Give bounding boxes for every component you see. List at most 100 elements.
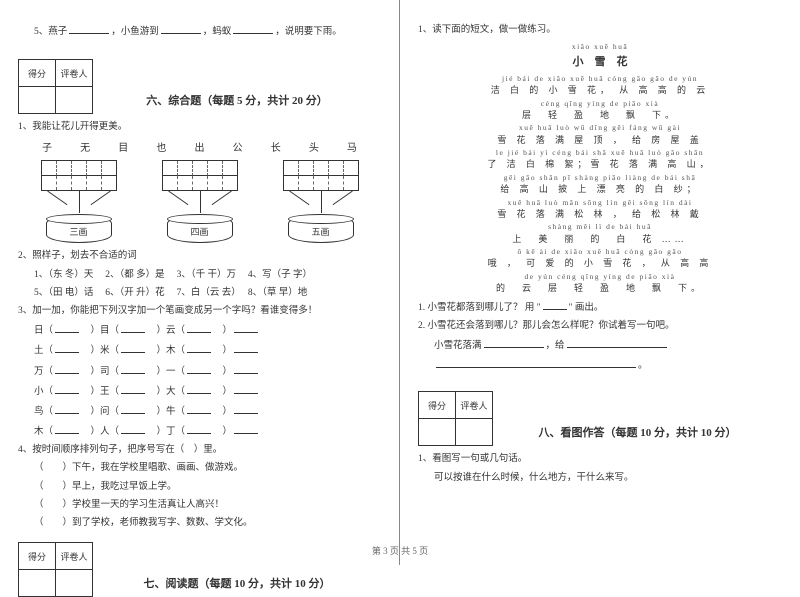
cylinder-4: 四画 (167, 215, 233, 243)
poem-q2: 2. 小雪花还会落到哪儿？那儿会怎么样呢？你试着写一句吧。 (418, 319, 782, 334)
poem-title: 小 雪 花 (418, 54, 782, 71)
opt: 1、（东 冬）天 (34, 270, 93, 280)
pq1-text: 1. 小雪花都落到哪儿了？ 用 " (418, 303, 541, 313)
exam-page: 5、燕子，小鱼游到，蚂蚁，说明要下雨。 得分 评卷人 六、综合题（每题 5 分，… (0, 0, 800, 565)
poem: xiǎo xuě huā 小 雪 花 jié bái de xiǎo xuě h… (418, 41, 782, 296)
score-label: 得分 (418, 391, 456, 419)
opt: 3、（千 干）万 (177, 270, 236, 280)
poem-pinyin: céng qīng yíng de piāo xià (418, 98, 782, 109)
shape-group-5: 五画 (271, 160, 371, 243)
s6-q4-list: （ ）下午，我在学校里唱歌、画画、做游戏。 （ ）早上，我吃过早饭上学。 （ ）… (18, 461, 381, 531)
char-row: 子 无 目 也 出 公 长 头 马 (18, 139, 381, 154)
s6-q4-text: 4、按时间顺序排列句子，把序号写在（ ）里。 (18, 443, 381, 458)
score-table-8: 得分 评卷人 (418, 391, 782, 419)
q3-row: 万（ ）司（ ）一（ ） (34, 363, 381, 380)
blank (567, 337, 667, 348)
score-cells-7: 七、阅读题（每题 10 分，共计 10 分） (18, 569, 381, 597)
poem-pinyin: xuě huā luò mǎn sōng lín gěi sōng lín dà… (418, 197, 782, 208)
char: 出 (194, 139, 204, 154)
pq2-mid: ，给 (546, 341, 565, 351)
blank (234, 342, 258, 353)
cylinder-3: 三画 (46, 215, 112, 243)
score-table: 得分 评卷人 (18, 59, 381, 87)
char: 长 (271, 139, 281, 154)
poem-hanzi: 了 洁 白 棉 絮；雪 花 落 满 高 山， (418, 158, 782, 172)
blank (121, 322, 145, 333)
reviewer-cell (56, 569, 93, 597)
list-item: （ ）下午，我在学校里唱歌、画画、做游戏。 (34, 461, 381, 476)
poem-hanzi: 哦 ， 可 爱 的 小 雪 花 ， 从 高 高 (418, 257, 782, 271)
s8-q1-text: 1、看图写一句或几句话。 (418, 452, 782, 467)
poem-hanzi: 的 云 层 轻 盈 地 飘 下。 (418, 282, 782, 296)
char: 马 (347, 139, 357, 154)
page-footer: 第 3 页 共 5 页 (0, 544, 800, 557)
s6-q2-row1: 1、（东 冬）天 2、（都 多）是 3、（千 干）万 4、写（子 字） (18, 268, 381, 283)
funnel-lines (43, 191, 115, 213)
blank (543, 299, 567, 310)
char: 公 (233, 139, 243, 154)
poem-pinyin: ō kě ài de xiǎo xuě huā cóng gāo gāo (418, 246, 782, 257)
blank (55, 342, 79, 353)
list-item: （ ）到了学校，老师教我写字、数数、学文化。 (34, 516, 381, 531)
q3-row: 土（ ）米（ ）木（ ） (34, 342, 381, 359)
opt: 8、（草 早）地 (248, 288, 307, 298)
r-q1-intro: 1、读下面的短文，做一做练习。 (418, 23, 782, 38)
poem-q2-line2: 。 (418, 357, 782, 374)
right-column: 1、读下面的短文，做一做练习。 xiǎo xuě huā 小 雪 花 jié b… (400, 0, 800, 565)
score-cells: 六、综合题（每题 5 分，共计 20 分） (18, 86, 381, 114)
blank (187, 423, 211, 434)
funnel-lines (285, 191, 357, 213)
char: 头 (309, 139, 319, 154)
poem-title-pinyin: xiǎo xuě huā (418, 41, 782, 52)
s6-q2-text: 2、照样子，划去不合适的词 (18, 249, 381, 264)
blank (436, 357, 636, 368)
shape-group-3: 三画 (29, 160, 129, 243)
poem-pinyin: le jié bái yì céng bái shā xuě huā luò g… (418, 147, 782, 158)
s6-q1-text: 1、我能让花儿开得更美。 (18, 120, 381, 135)
score-cell (418, 418, 456, 446)
left-column: 5、燕子，小鱼游到，蚂蚁，说明要下雨。 得分 评卷人 六、综合题（每题 5 分，… (0, 0, 400, 565)
list-item: （ ）早上，我吃过早饭上学。 (34, 480, 381, 495)
pq1-suffix: " 画出。 (569, 303, 604, 313)
blank (69, 23, 109, 34)
blank (55, 383, 79, 394)
blank (234, 423, 258, 434)
opt: 2、（都 多）是 (105, 270, 164, 280)
poem-pinyin: gěi gāo shān pī shàng piāo liàng de bái … (418, 172, 782, 183)
score-label: 得分 (18, 59, 56, 87)
poem-hanzi: 层 轻 盈 地 飘 下。 (418, 109, 782, 123)
cylinder-5: 五画 (288, 215, 354, 243)
char: 目 (118, 139, 128, 154)
blank (55, 363, 79, 374)
section-6-title: 六、综合题（每题 5 分，共计 20 分） (93, 92, 381, 106)
char: 子 (42, 139, 52, 154)
s6-q3-text: 3、加一加，你能把下列汉字加一个笔画变成另一个字吗？看谁变得多！ (18, 304, 381, 319)
grid-box (283, 160, 359, 191)
blank (55, 322, 79, 333)
poem-q2-line: 小雪花落满，给 (418, 337, 782, 354)
opt: 5、（田 电）话 (34, 288, 93, 298)
char: 无 (80, 139, 90, 154)
poem-pinyin: de yún céng qīng yíng de piāo xià (418, 271, 782, 282)
blank (187, 363, 211, 374)
q5-mid1: ，小鱼游到 (111, 27, 159, 37)
score-cells-8: 八、看图作答（每题 10 分，共计 10 分） (418, 418, 782, 446)
shape-group-4: 四画 (150, 160, 250, 243)
blank (161, 23, 201, 34)
reviewer-cell (456, 418, 493, 446)
blank (187, 403, 211, 414)
funnel-lines (164, 191, 236, 213)
score-cell (18, 86, 56, 114)
poem-hanzi: 上 美 丽 的 白 花 …… (418, 233, 782, 247)
opt: 6、（开 升）花 (105, 288, 164, 298)
blank (55, 403, 79, 414)
poem-hanzi: 给 高 山 披 上 漂 亮 的 白 纱； (418, 183, 782, 197)
poem-pinyin: shàng měi lì de bái huā (418, 221, 782, 232)
blank (187, 322, 211, 333)
opt: 7、白（云 去） (177, 288, 236, 298)
q3-row: 小（ ）王（ ）大（ ） (34, 383, 381, 400)
opt: 4、写（子 字） (248, 270, 312, 280)
blank (187, 342, 211, 353)
cyl-label: 五画 (311, 225, 329, 238)
blank (121, 403, 145, 414)
